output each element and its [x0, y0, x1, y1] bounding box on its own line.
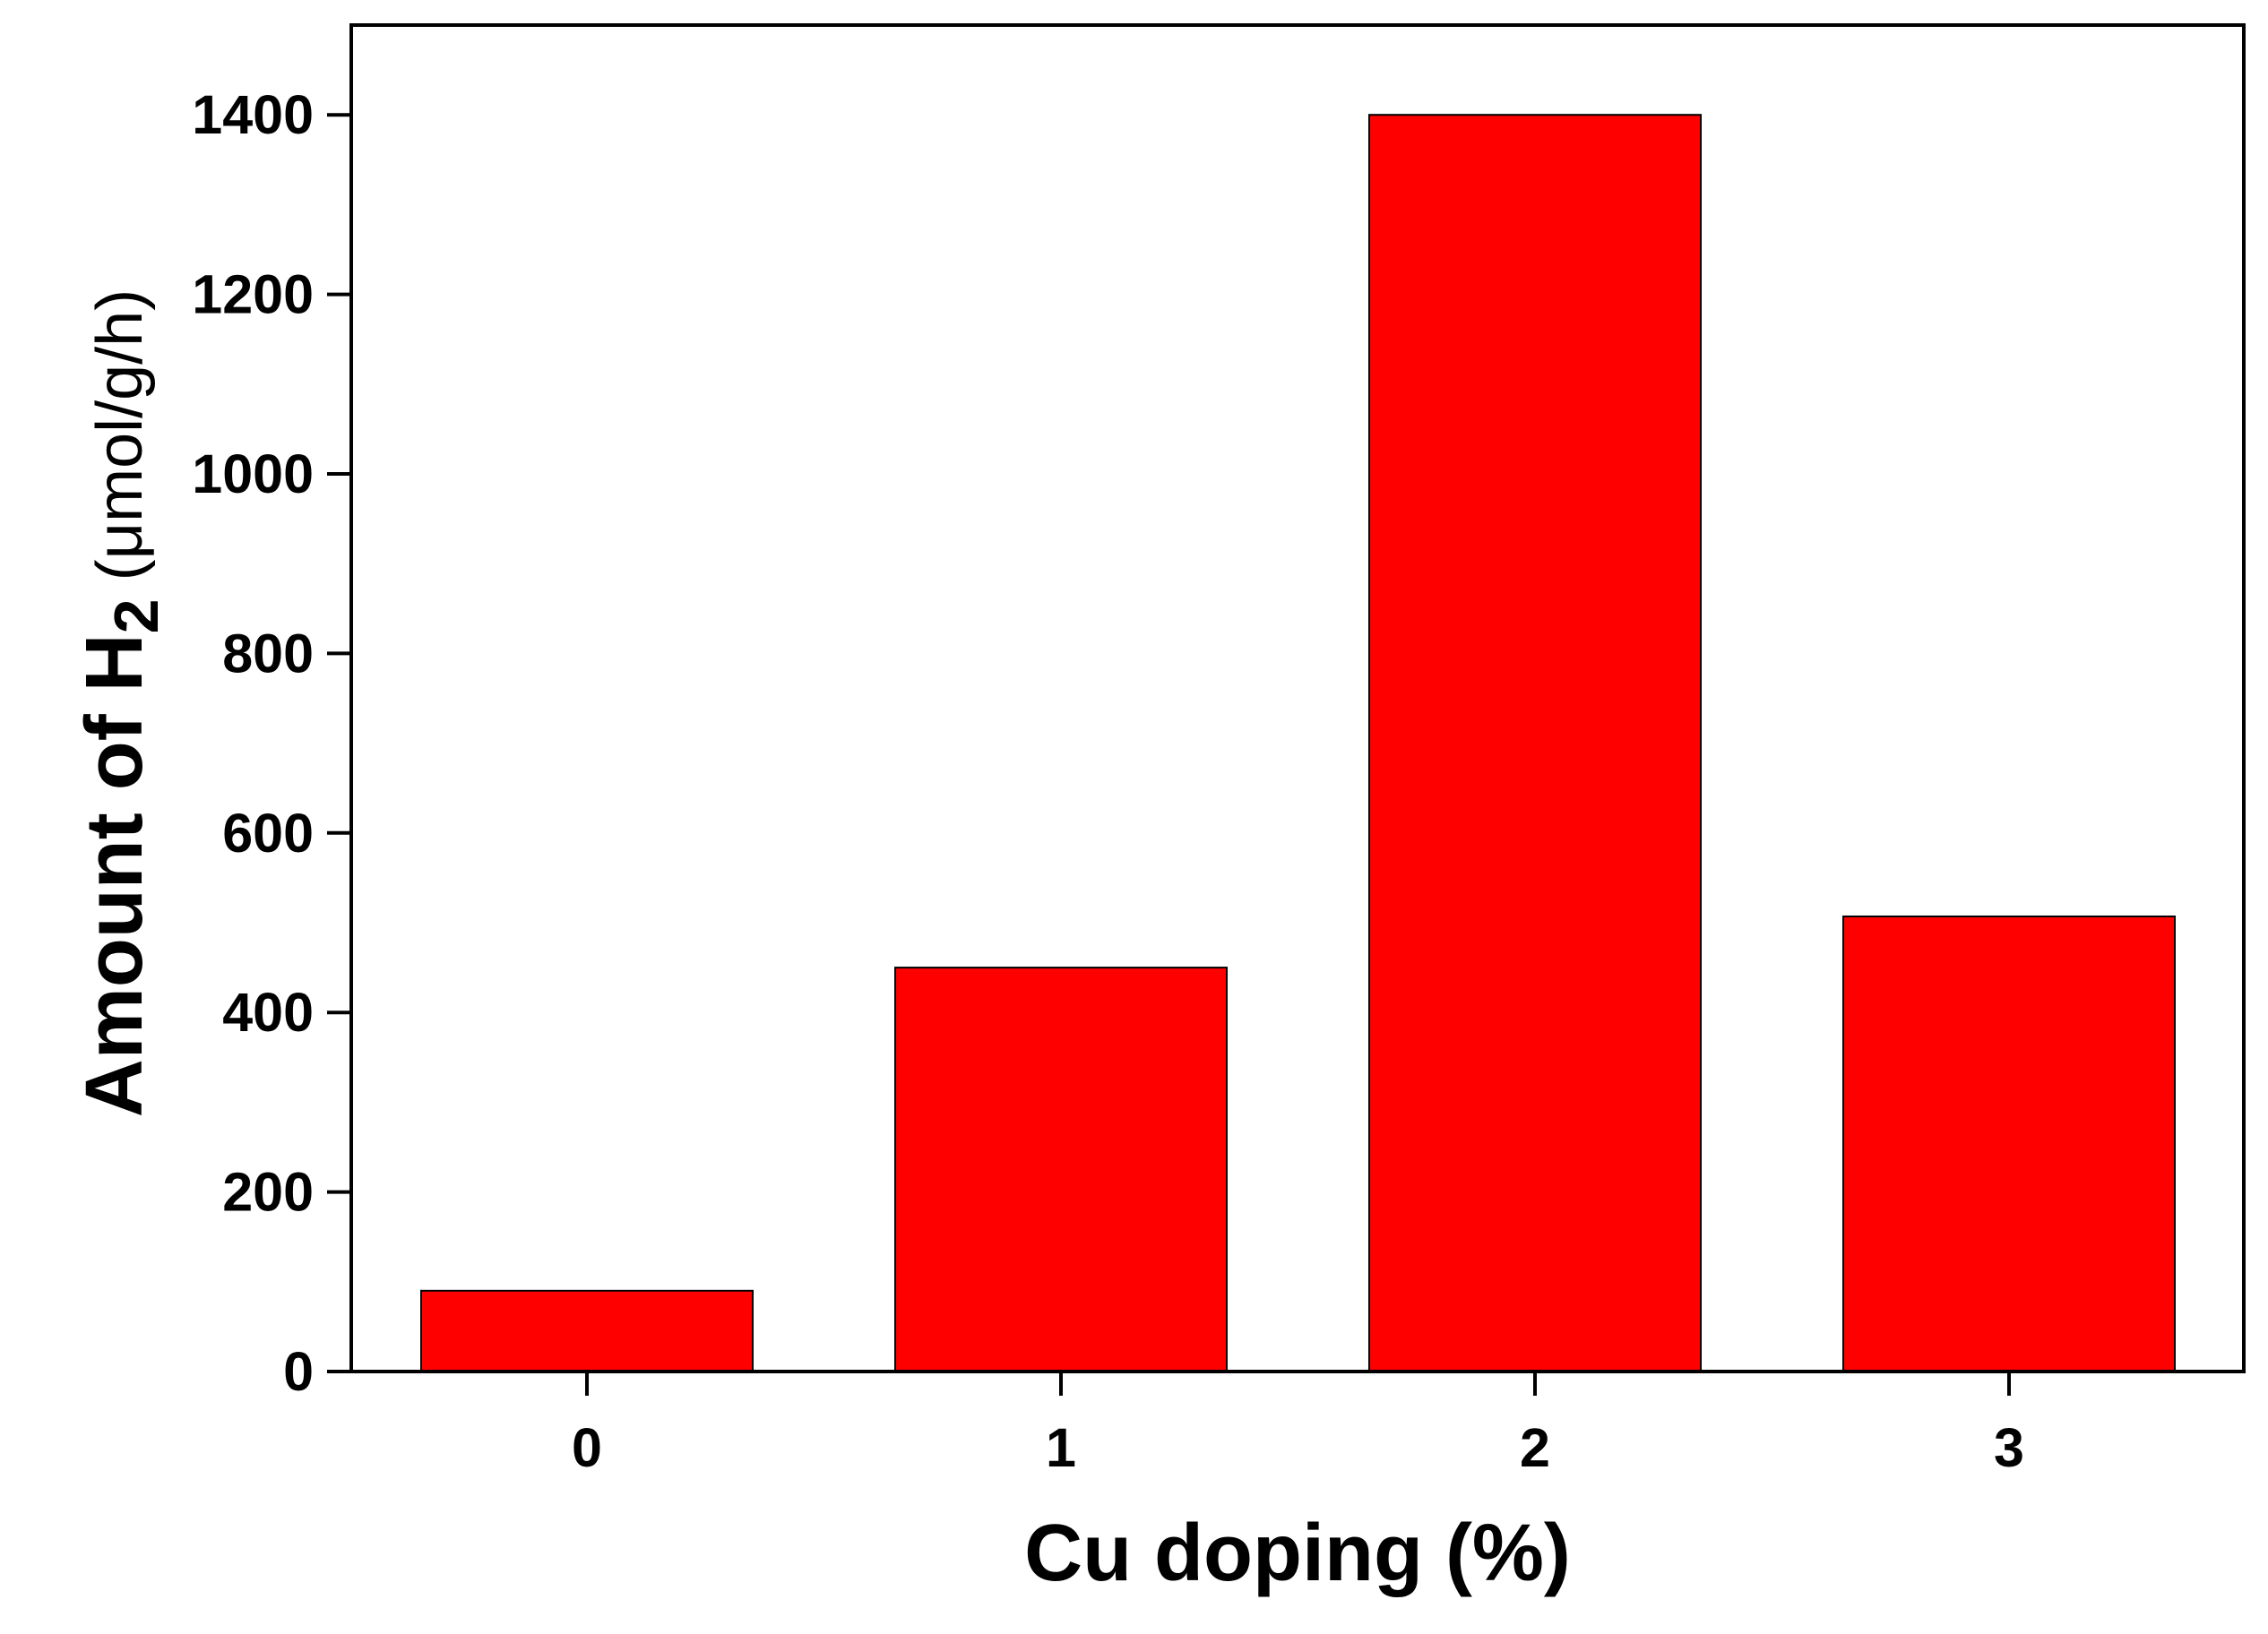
bar-3	[1842, 915, 2176, 1373]
y-tick-label-600: 600	[222, 803, 314, 864]
y-tick-label-200: 200	[222, 1162, 314, 1223]
y-axis-title-prefix: Amount of H	[70, 633, 160, 1117]
y-tick-label-1400: 1400	[192, 84, 314, 145]
bar-group	[420, 114, 2176, 1373]
y-tick-label-0: 0	[283, 1341, 314, 1402]
y-tick-label-800: 800	[222, 623, 314, 684]
y-tick-label-400: 400	[222, 982, 314, 1043]
bar-1	[894, 967, 1228, 1372]
x-tick-label-3: 3	[1994, 1417, 2024, 1478]
x-tick-label-2: 2	[1520, 1417, 1550, 1478]
y-axis-title-subscript: 2	[101, 598, 171, 633]
x-axis: 0 1 2 3	[327, 1370, 2024, 1478]
y-axis-title: Amount of H2 (μmol/g/h)	[70, 289, 171, 1117]
x-tick-label-1: 1	[1046, 1417, 1076, 1478]
plot-frame	[349, 23, 2246, 1373]
y-axis: 0 200 400 600 800 1000 1200 1400	[192, 84, 351, 1402]
y-axis-title-unit: (μmol/g/h)	[84, 289, 156, 599]
x-axis-title: Cu doping (%)	[1024, 1509, 1571, 1598]
x-tick-label-0: 0	[572, 1417, 602, 1478]
bar-0	[420, 1289, 754, 1372]
y-tick-label-1200: 1200	[192, 264, 314, 325]
y-tick-label-1000: 1000	[192, 443, 314, 504]
bar-2	[1368, 114, 1702, 1373]
